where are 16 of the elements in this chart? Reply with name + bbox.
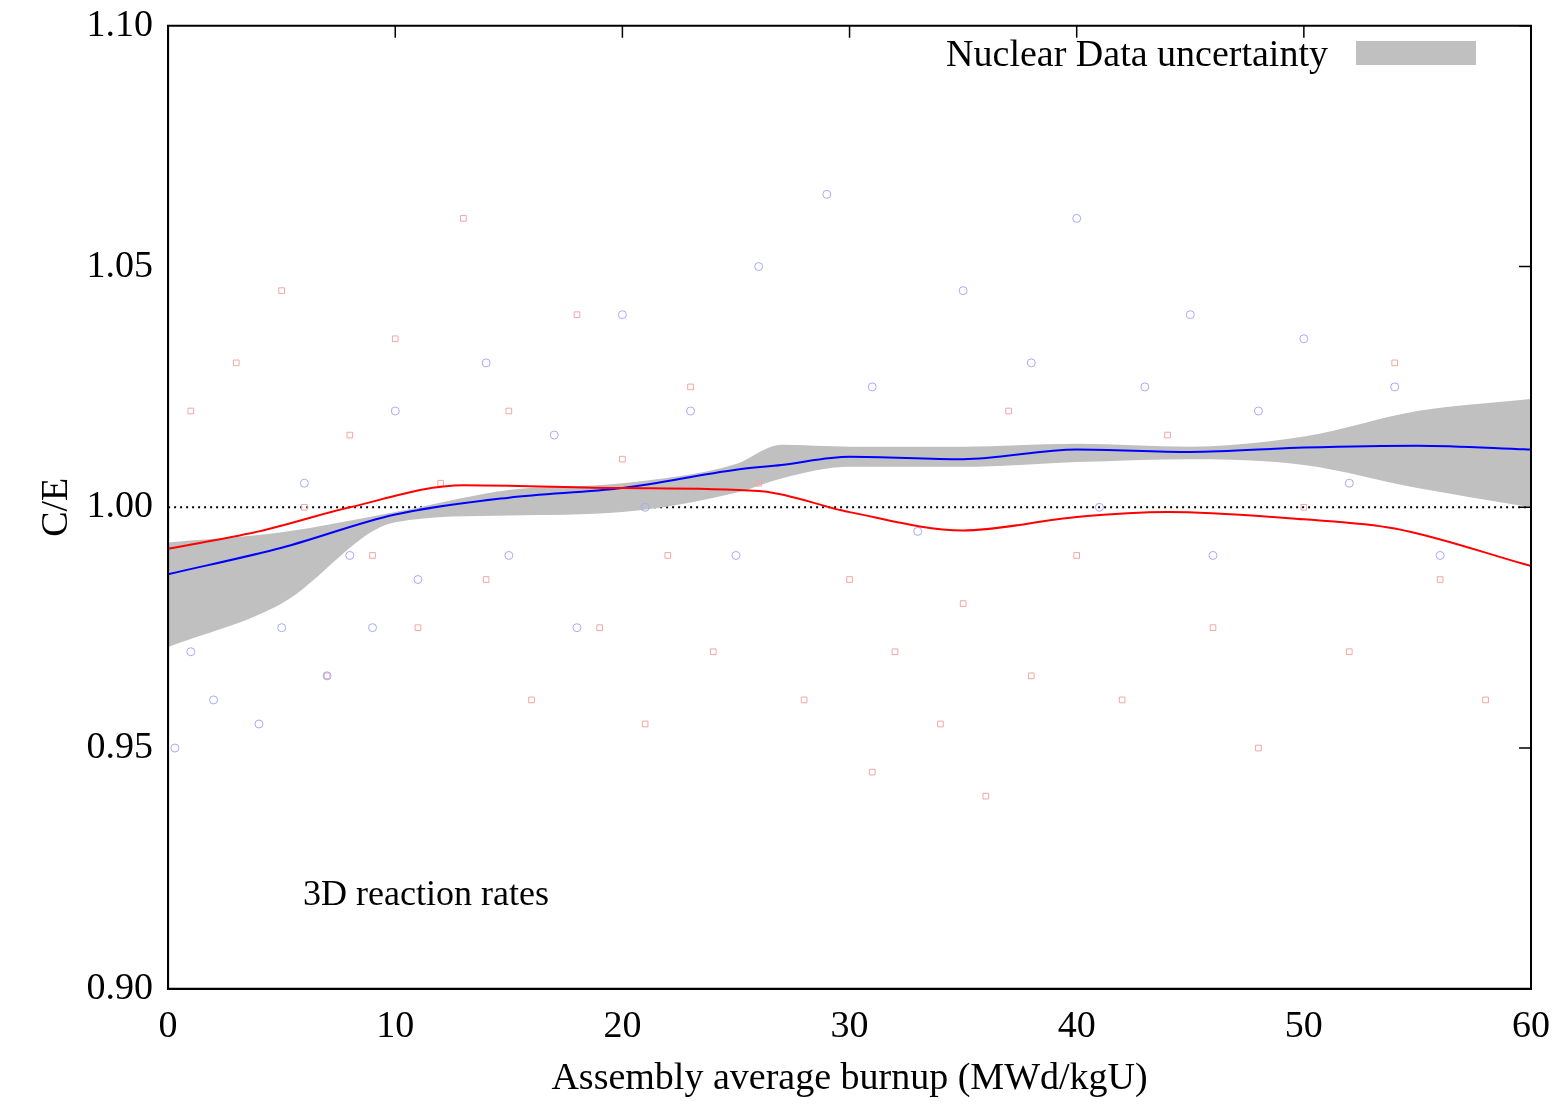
x-tick-label: 0 bbox=[158, 1002, 178, 1045]
y-tick-label: 0.95 bbox=[86, 724, 154, 767]
text: Nuclear Data uncertainty bbox=[946, 31, 1328, 74]
y-tick-label: 1.05 bbox=[86, 242, 154, 285]
y-tick-label: 1.00 bbox=[86, 483, 154, 526]
x-tick-label: 40 bbox=[1057, 1002, 1096, 1045]
x-tick-label: 20 bbox=[603, 1002, 642, 1045]
x-tick-label: 10 bbox=[376, 1002, 415, 1045]
x-axis-title: Assembly average burnup (MWd/kgU) bbox=[551, 1055, 1148, 1099]
x-tick-label: 60 bbox=[1512, 1002, 1550, 1045]
annotation: 3D reaction rates bbox=[303, 872, 549, 913]
y-axis-title: C/E bbox=[32, 477, 75, 537]
x-tick-label: 50 bbox=[1284, 1002, 1323, 1045]
x-tick-label: 30 bbox=[830, 1002, 869, 1045]
y-tick-label: 1.10 bbox=[86, 1, 154, 44]
y-tick-label: 0.90 bbox=[86, 964, 154, 1007]
